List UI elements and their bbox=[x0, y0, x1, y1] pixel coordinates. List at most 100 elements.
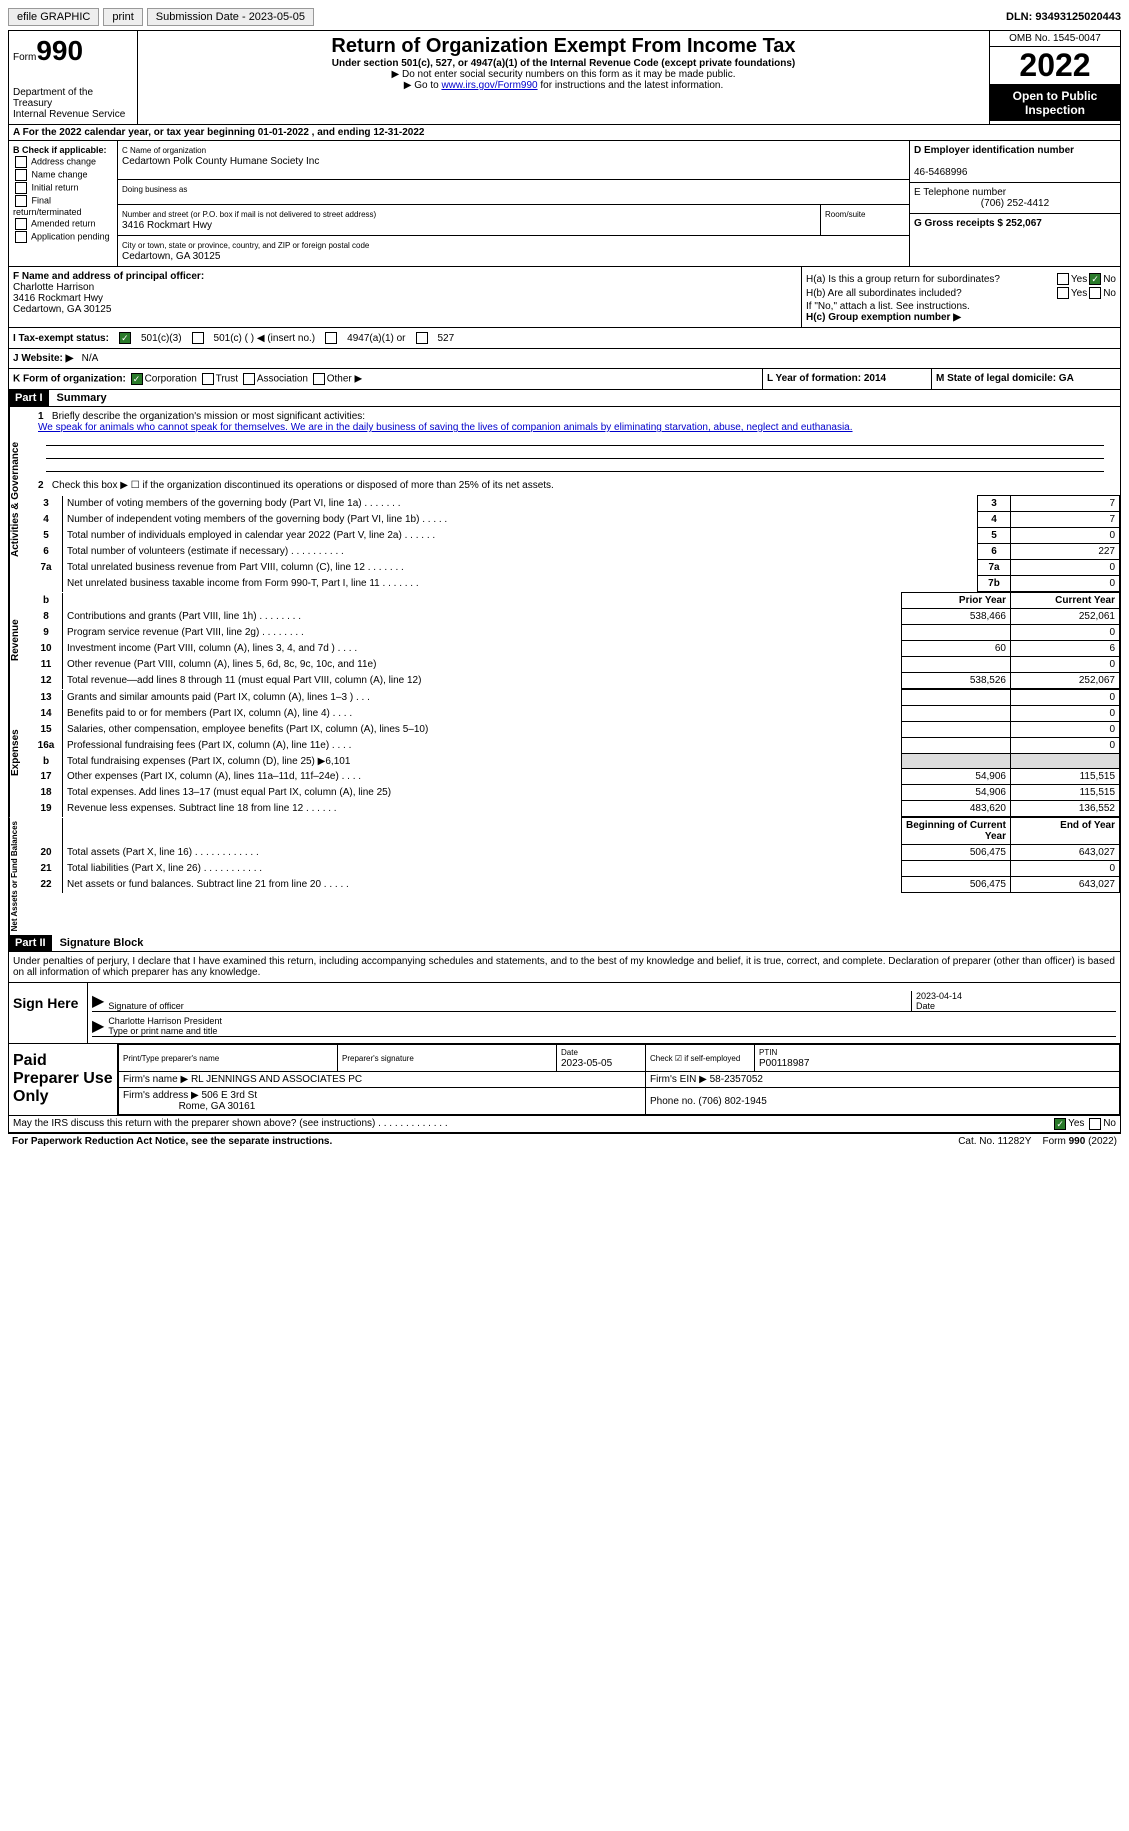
netassets-table: Beginning of Current Year End of Year 20… bbox=[30, 817, 1120, 893]
mission-label: Briefly describe the organization's miss… bbox=[52, 411, 365, 422]
c-name-label: C Name of organization bbox=[122, 146, 206, 155]
paperwork-notice: For Paperwork Reduction Act Notice, see … bbox=[12, 1136, 958, 1147]
opt-address-change[interactable]: Address change bbox=[13, 156, 113, 168]
prep-name-label: Print/Type preparer's name bbox=[123, 1054, 219, 1063]
firm-addr2: Rome, GA 30161 bbox=[179, 1101, 256, 1112]
corp-checkbox[interactable] bbox=[131, 373, 143, 385]
year-formation: L Year of formation: 2014 bbox=[763, 369, 932, 389]
4947-checkbox[interactable] bbox=[325, 332, 337, 344]
ha-label: H(a) Is this a group return for subordin… bbox=[806, 274, 1055, 285]
ptin-value: P00118987 bbox=[759, 1058, 809, 1069]
efile-button[interactable]: efile GRAPHIC bbox=[8, 8, 99, 26]
527-checkbox[interactable] bbox=[416, 332, 428, 344]
officer-signature-label: Signature of officer bbox=[108, 1001, 911, 1011]
ha-no-checkbox[interactable] bbox=[1089, 273, 1101, 285]
501c3-checkbox[interactable] bbox=[119, 332, 131, 344]
table-row: 22 Net assets or fund balances. Subtract… bbox=[30, 877, 1120, 893]
row-a-tax-year: A For the 2022 calendar year, or tax yea… bbox=[9, 125, 1120, 141]
firm-ein-label: Firm's EIN ▶ bbox=[650, 1074, 707, 1085]
opt-initial-return[interactable]: Initial return bbox=[13, 182, 113, 194]
irs-label: Internal Revenue Service bbox=[13, 109, 133, 120]
prior-year-header: Prior Year bbox=[902, 593, 1011, 609]
dept-treasury: Department of the Treasury bbox=[13, 87, 133, 109]
row-j-website: J Website: ▶ N/A bbox=[9, 349, 1120, 369]
governance-label: Activities & Governance bbox=[9, 407, 30, 592]
beg-year-header: Beginning of Current Year bbox=[902, 818, 1011, 845]
city-label: City or town, state or province, country… bbox=[122, 241, 369, 250]
form-subtitle: Under section 501(c), 527, or 4947(a)(1)… bbox=[146, 58, 981, 69]
table-row: b Total fundraising expenses (Part IX, c… bbox=[30, 754, 1120, 769]
irs-link[interactable]: www.irs.gov/Form990 bbox=[441, 80, 537, 91]
firm-addr-label: Firm's address ▶ bbox=[123, 1090, 199, 1101]
table-row: 21 Total liabilities (Part X, line 26) .… bbox=[30, 861, 1120, 877]
table-row: 17 Other expenses (Part IX, column (A), … bbox=[30, 769, 1120, 785]
opt-app-pending[interactable]: Application pending bbox=[13, 231, 113, 243]
part2-header: Part IISignature Block bbox=[9, 935, 1120, 952]
form-number: 990 bbox=[36, 35, 83, 66]
table-row: 10 Investment income (Part VIII, column … bbox=[30, 641, 1120, 657]
prep-date-value: 2023-05-05 bbox=[561, 1058, 612, 1069]
sig-date-value: 2023-04-14 bbox=[916, 991, 962, 1001]
501c-checkbox[interactable] bbox=[192, 332, 204, 344]
sig-date-label: Date bbox=[916, 1001, 935, 1011]
street-label: Number and street (or P.O. box if mail i… bbox=[122, 210, 376, 219]
ha-yes-checkbox[interactable] bbox=[1057, 273, 1069, 285]
opt-name-change[interactable]: Name change bbox=[13, 169, 113, 181]
table-row: 11 Other revenue (Part VIII, column (A),… bbox=[30, 657, 1120, 673]
officer-label: F Name and address of principal officer: bbox=[13, 271, 204, 282]
table-row: 7a Total unrelated business revenue from… bbox=[30, 560, 1120, 576]
street-value: 3416 Rockmart Hwy bbox=[122, 220, 212, 231]
netassets-label: Net Assets or Fund Balances bbox=[9, 817, 30, 935]
hb-label: H(b) Are all subordinates included? bbox=[806, 288, 1055, 299]
website-value: N/A bbox=[82, 353, 99, 364]
phone-label: E Telephone number bbox=[914, 187, 1006, 198]
opt-final-return[interactable]: Final return/terminated bbox=[13, 195, 113, 217]
form-word: Form bbox=[13, 52, 36, 63]
table-row: Net unrelated business taxable income fr… bbox=[30, 576, 1120, 592]
sign-here-block: Sign Here ▶ Signature of officer 2023-04… bbox=[9, 982, 1120, 1044]
hb-yes-checkbox[interactable] bbox=[1057, 287, 1069, 299]
opt-amended[interactable]: Amended return bbox=[13, 218, 113, 230]
firm-phone-value: (706) 802-1945 bbox=[698, 1096, 766, 1107]
note-ssn: ▶ Do not enter social security numbers o… bbox=[146, 69, 981, 80]
tax-status-label: I Tax-exempt status: bbox=[13, 333, 109, 344]
revenue-label: Revenue bbox=[9, 592, 30, 689]
assoc-checkbox[interactable] bbox=[243, 373, 255, 385]
form-header: Form990 Department of the Treasury Inter… bbox=[9, 31, 1120, 125]
print-button[interactable]: print bbox=[103, 8, 142, 26]
omb-number: OMB No. 1545-0047 bbox=[990, 31, 1120, 47]
discuss-no-checkbox[interactable] bbox=[1089, 1118, 1101, 1130]
submission-date-button[interactable]: Submission Date - 2023-05-05 bbox=[147, 8, 314, 26]
trust-checkbox[interactable] bbox=[202, 373, 214, 385]
table-row: 6 Total number of volunteers (estimate i… bbox=[30, 544, 1120, 560]
other-checkbox[interactable] bbox=[313, 373, 325, 385]
org-name: Cedartown Polk County Humane Society Inc bbox=[122, 156, 319, 167]
row-i-tax-status: I Tax-exempt status: 501(c)(3) 501(c) ( … bbox=[9, 328, 1120, 349]
officer-city: Cedartown, GA 30125 bbox=[13, 304, 111, 315]
revenue-table: b Prior Year Current Year 8 Contribution… bbox=[30, 592, 1120, 689]
tax-year: 2022 bbox=[990, 47, 1120, 85]
paid-preparer-label: Paid Preparer Use Only bbox=[9, 1044, 118, 1115]
part1-header: Part ISummary bbox=[9, 390, 1120, 407]
governance-table: 3 Number of voting members of the govern… bbox=[30, 495, 1120, 592]
gross-receipts: G Gross receipts $ 252,067 bbox=[914, 218, 1042, 229]
mission-text: We speak for animals who cannot speak fo… bbox=[38, 422, 853, 433]
hc-label: H(c) Group exemption number ▶ bbox=[806, 312, 1116, 323]
table-row: 20 Total assets (Part X, line 16) . . . … bbox=[30, 845, 1120, 861]
prep-date-label: Date bbox=[561, 1048, 578, 1057]
officer-street: 3416 Rockmart Hwy bbox=[13, 293, 103, 304]
state-domicile: M State of legal domicile: GA bbox=[932, 369, 1120, 389]
ptin-label: PTIN bbox=[759, 1048, 777, 1057]
discuss-yes-checkbox[interactable] bbox=[1054, 1118, 1066, 1130]
arrow-icon: ▶ bbox=[92, 991, 104, 1011]
preparer-block: Paid Preparer Use Only Print/Type prepar… bbox=[9, 1044, 1120, 1116]
ein-label: D Employer identification number bbox=[914, 145, 1074, 156]
page-footer: For Paperwork Reduction Act Notice, see … bbox=[8, 1133, 1121, 1149]
dba-label: Doing business as bbox=[122, 185, 187, 194]
row-klm: K Form of organization: Corporation Trus… bbox=[9, 369, 1120, 390]
hb-no-checkbox[interactable] bbox=[1089, 287, 1101, 299]
expenses-label: Expenses bbox=[9, 689, 30, 817]
self-emp-label: Check ☑ if self-employed bbox=[650, 1054, 740, 1063]
city-value: Cedartown, GA 30125 bbox=[122, 251, 220, 262]
table-row: 3 Number of voting members of the govern… bbox=[30, 496, 1120, 512]
